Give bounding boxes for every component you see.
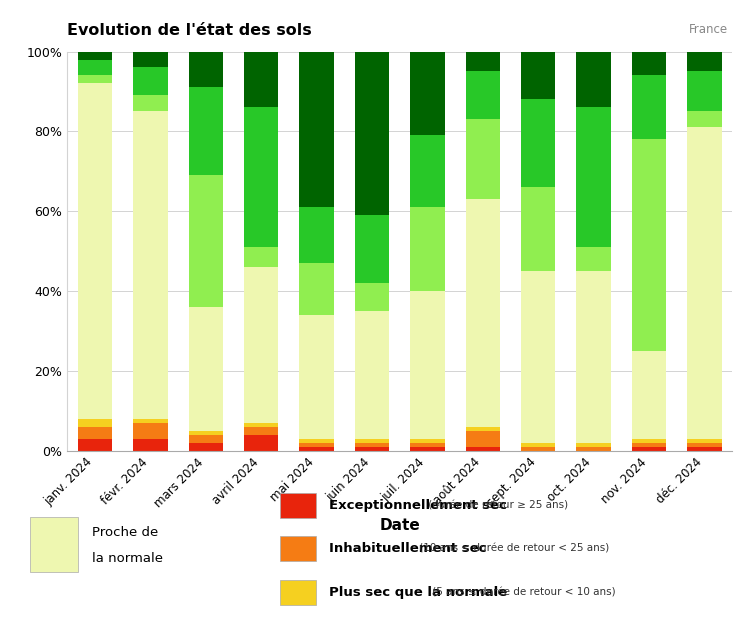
Bar — [300, 439, 334, 443]
Bar — [78, 75, 112, 84]
Bar — [188, 175, 223, 307]
Text: (durée de retour ≥ 25 ans): (durée de retour ≥ 25 ans) — [425, 500, 568, 511]
Text: la normale: la normale — [92, 552, 163, 565]
Bar — [355, 311, 389, 439]
Bar — [133, 419, 167, 423]
Bar — [244, 423, 279, 427]
Bar — [632, 351, 666, 439]
Bar — [78, 52, 112, 59]
Text: Evolution de l'état des sols: Evolution de l'état des sols — [67, 23, 312, 37]
Bar — [244, 52, 279, 108]
Bar — [133, 423, 167, 439]
Bar — [133, 52, 167, 68]
Text: Proche de: Proche de — [92, 526, 158, 539]
Bar — [577, 52, 611, 108]
Bar — [632, 52, 666, 75]
Bar — [687, 111, 722, 128]
Bar — [78, 419, 112, 427]
Bar — [300, 52, 334, 207]
Text: (10 ans ≤ durée de retour < 25 ans): (10 ans ≤ durée de retour < 25 ans) — [416, 544, 610, 554]
Bar — [133, 439, 167, 451]
Bar — [687, 52, 722, 71]
Text: (5 ans ≤ durée de retour < 10 ans): (5 ans ≤ durée de retour < 10 ans) — [429, 587, 616, 598]
Bar — [632, 75, 666, 139]
Bar — [465, 199, 500, 427]
Bar — [133, 111, 167, 419]
Bar — [687, 447, 722, 451]
Bar — [78, 84, 112, 419]
Bar — [78, 59, 112, 75]
Bar — [300, 315, 334, 439]
X-axis label: Date: Date — [379, 518, 420, 533]
Bar — [410, 52, 444, 135]
Bar — [632, 447, 666, 451]
Text: Plus sec que la normale: Plus sec que la normale — [329, 586, 508, 599]
Bar — [188, 443, 223, 451]
Bar — [410, 291, 444, 439]
Text: Inhabituellement sec: Inhabituellement sec — [329, 542, 487, 555]
Bar — [577, 247, 611, 271]
Bar — [410, 439, 444, 443]
Bar — [355, 215, 389, 283]
Bar — [465, 427, 500, 431]
Bar — [687, 439, 722, 443]
Bar — [244, 267, 279, 423]
Text: Inhabituellement sec (10 ans ≤ durée de retour < 25 ans): Inhabituellement sec (10 ans ≤ durée de … — [329, 544, 654, 554]
Bar — [133, 68, 167, 95]
Bar — [632, 443, 666, 447]
Bar — [244, 108, 279, 247]
Bar — [355, 52, 389, 215]
Bar — [410, 135, 444, 207]
Bar — [465, 119, 500, 199]
Bar — [78, 427, 112, 439]
Bar — [300, 443, 334, 447]
Bar — [188, 52, 223, 88]
Bar — [300, 447, 334, 451]
Bar — [188, 88, 223, 175]
Bar — [410, 447, 444, 451]
Bar — [410, 443, 444, 447]
Bar — [410, 207, 444, 291]
Text: France: France — [689, 23, 728, 35]
Bar — [521, 52, 555, 99]
Text: Exceptionnellement sec: Exceptionnellement sec — [329, 499, 507, 512]
Bar — [521, 271, 555, 443]
Bar — [355, 283, 389, 311]
Bar — [300, 263, 334, 315]
Text: Plus sec que la normale (5 ans ≤ durée de retour < 10 ans): Plus sec que la normale (5 ans ≤ durée d… — [329, 587, 662, 598]
Bar — [355, 443, 389, 447]
Bar — [244, 435, 279, 451]
Bar — [465, 447, 500, 451]
Bar — [521, 99, 555, 187]
Bar — [465, 52, 500, 71]
Bar — [521, 187, 555, 271]
Bar — [188, 435, 223, 443]
Bar — [244, 427, 279, 435]
Bar — [577, 271, 611, 443]
Bar — [188, 431, 223, 435]
Bar — [687, 128, 722, 439]
Bar — [188, 307, 223, 431]
Bar — [521, 443, 555, 447]
Bar — [355, 447, 389, 451]
Bar — [355, 439, 389, 443]
Bar — [632, 139, 666, 351]
Bar — [577, 447, 611, 451]
Bar — [577, 443, 611, 447]
Bar — [78, 439, 112, 451]
Bar — [577, 108, 611, 247]
Bar — [300, 207, 334, 263]
Bar — [465, 431, 500, 447]
Bar — [687, 443, 722, 447]
Bar — [521, 447, 555, 451]
Bar — [465, 71, 500, 119]
Text: Exceptionnellement sec (durée de retour ≥ 25 ans): Exceptionnellement sec (durée de retour … — [329, 500, 616, 511]
Bar — [632, 439, 666, 443]
Bar — [133, 95, 167, 111]
Bar — [687, 71, 722, 111]
Bar — [244, 247, 279, 267]
